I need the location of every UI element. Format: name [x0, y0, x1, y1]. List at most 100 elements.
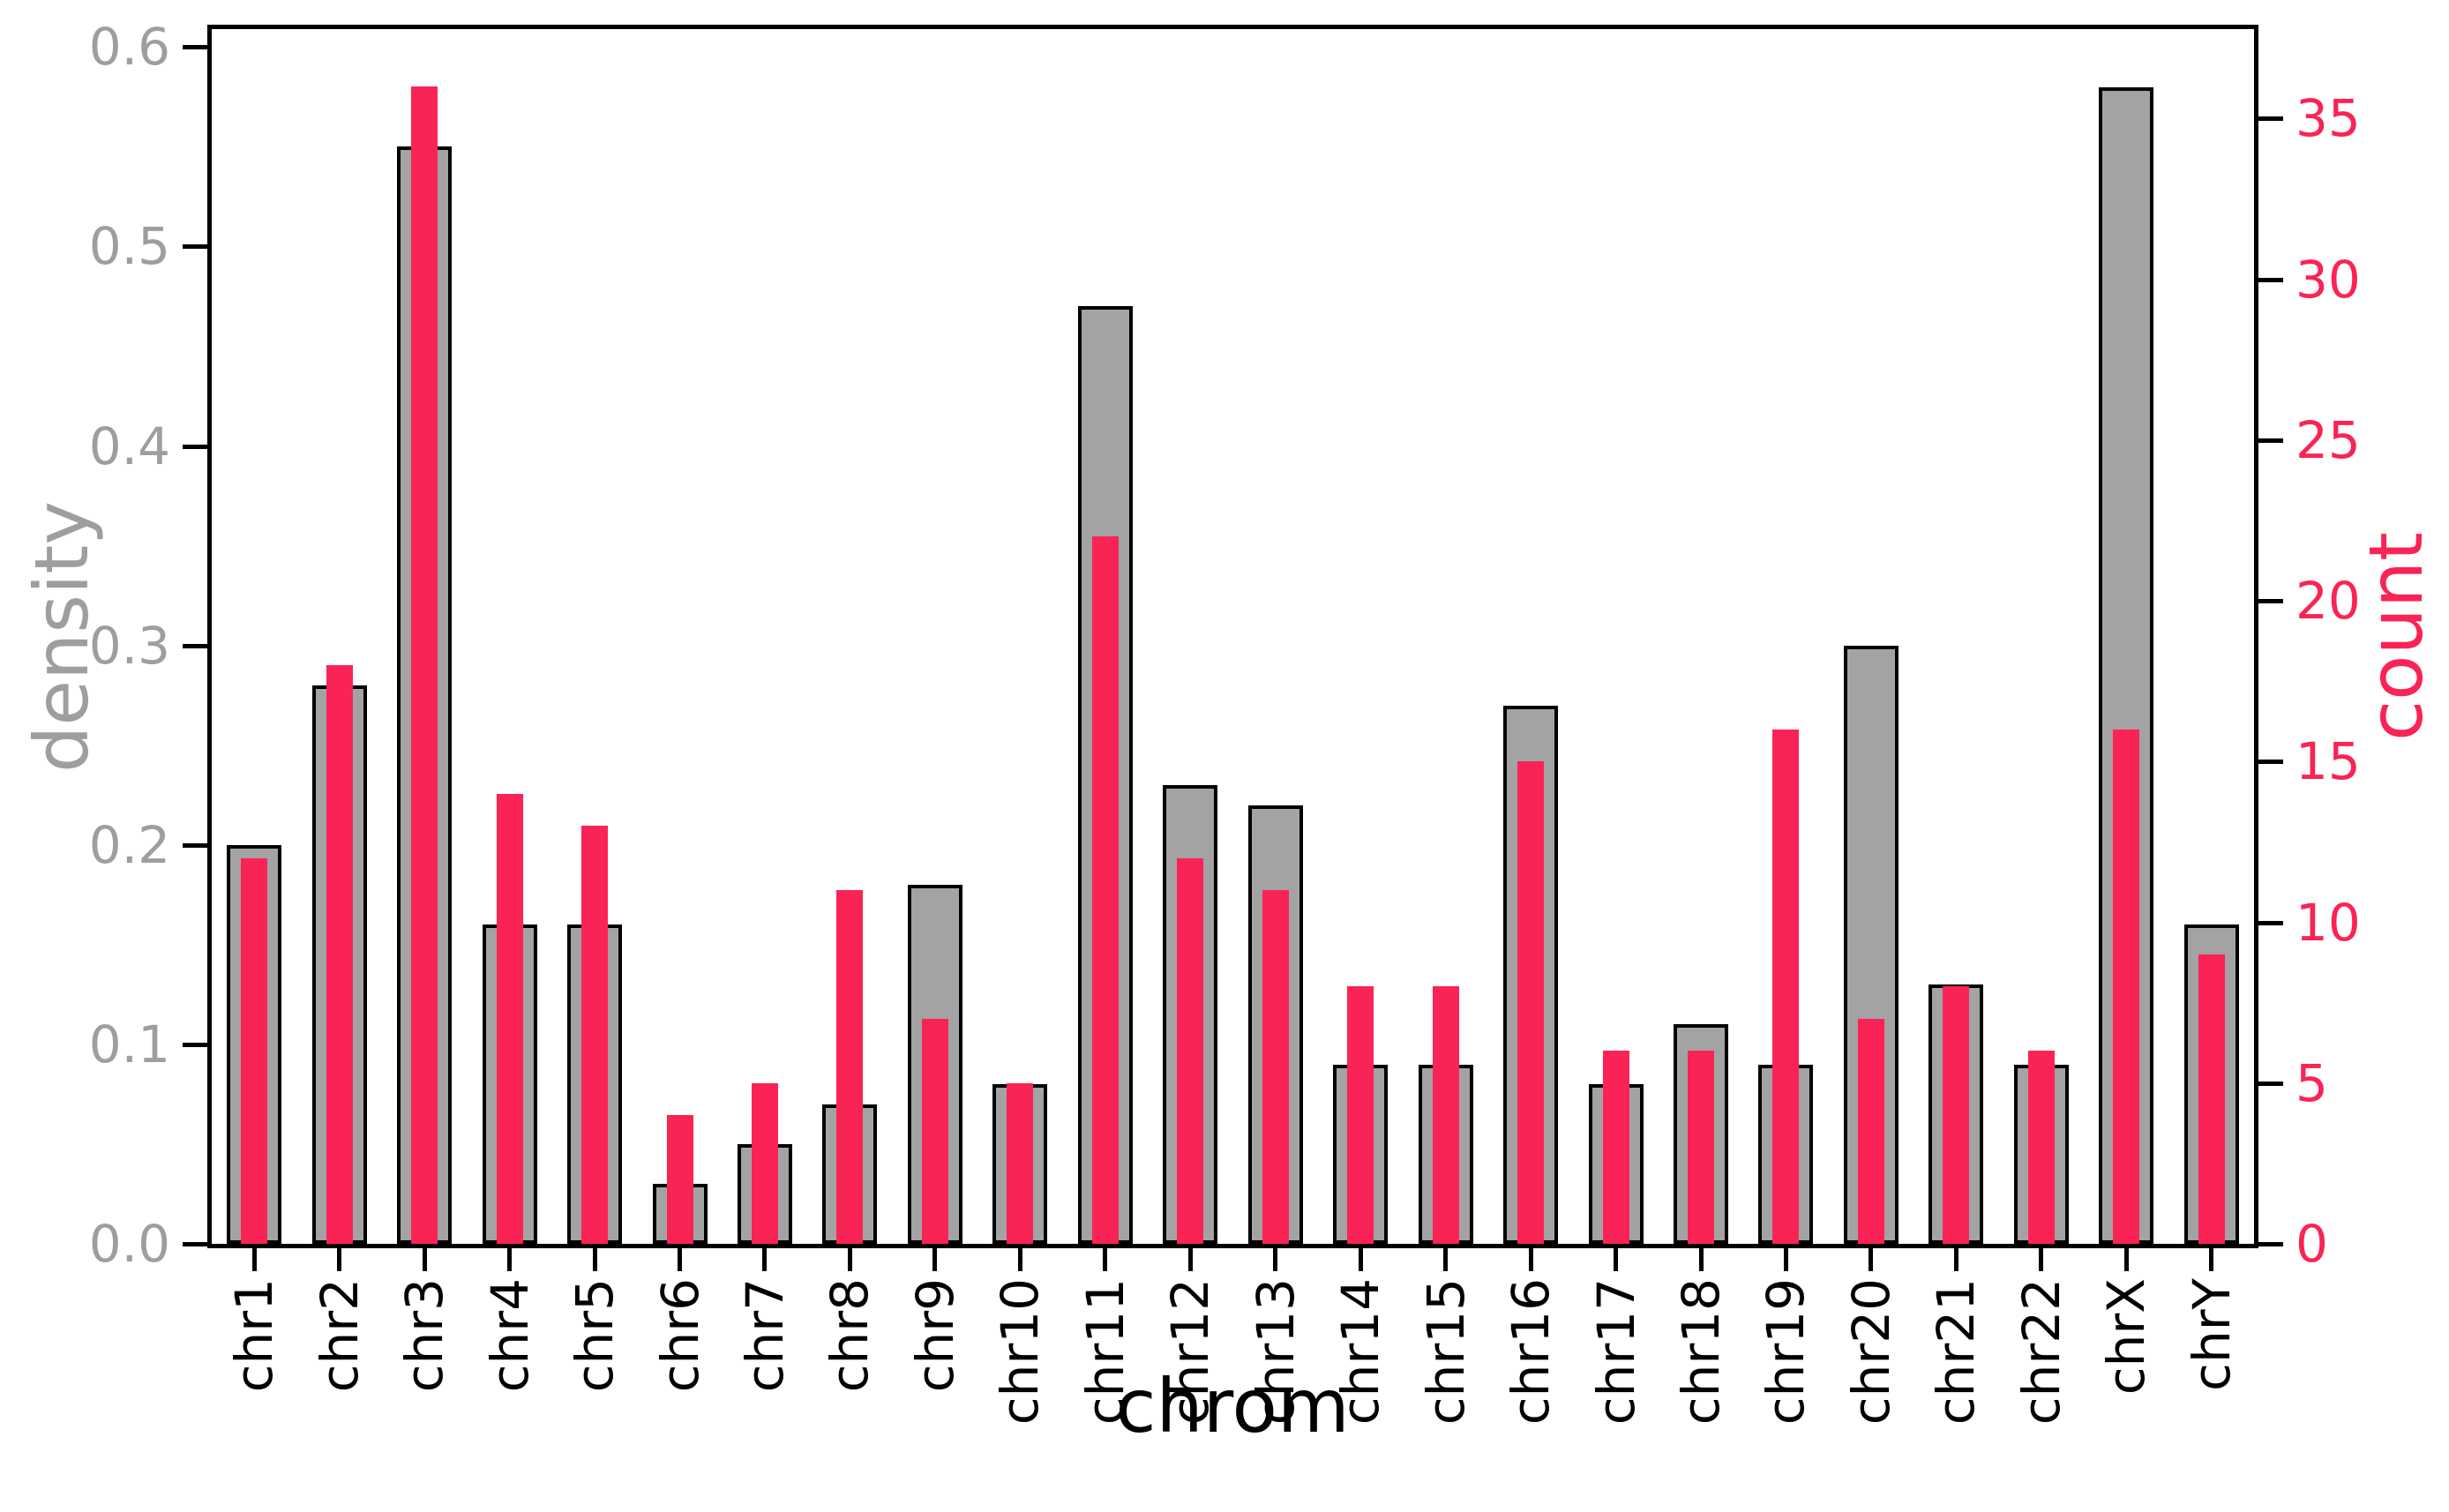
- x-tick-chr5: [593, 1248, 597, 1271]
- right-tick-label-15: 15: [2295, 731, 2361, 791]
- count-bar-chr14: [1347, 986, 1374, 1244]
- left-tick-0.5: [183, 244, 207, 249]
- left-tick-0.4: [183, 445, 207, 449]
- count-bar-chrY: [2198, 954, 2225, 1244]
- x-tick-label-chr8: chr8: [820, 1278, 880, 1393]
- x-tick-label-chr4: chr4: [480, 1278, 540, 1393]
- x-tick-chr10: [1018, 1248, 1022, 1271]
- count-bar-chr12: [1177, 858, 1203, 1244]
- x-tick-label-chr15: chr15: [1416, 1278, 1476, 1426]
- x-tick-label-box: chr7: [734, 1278, 796, 1446]
- x-tick-chr2: [337, 1248, 341, 1271]
- x-tick-chr4: [507, 1248, 512, 1271]
- x-tick-label-box: chr14: [1329, 1278, 1391, 1446]
- count-bar-chr2: [326, 665, 353, 1244]
- x-tick-chr16: [1529, 1248, 1533, 1271]
- x-tick-label-box: chr17: [1585, 1278, 1647, 1446]
- left-tick-0.3: [183, 644, 207, 648]
- x-tick-chr22: [2039, 1248, 2043, 1271]
- x-tick-label-box: chr3: [393, 1278, 455, 1446]
- x-tick-chrY: [2209, 1248, 2213, 1271]
- x-tick-label-box: chr4: [479, 1278, 541, 1446]
- density-bar-chrX: [2099, 87, 2153, 1244]
- count-bar-chr15: [1433, 986, 1459, 1244]
- x-tick-label-box: chrY: [2181, 1278, 2243, 1446]
- x-tick-label-box: chr11: [1075, 1278, 1136, 1446]
- x-tick-label-chr17: chr17: [1586, 1278, 1646, 1426]
- x-tick-label-chr19: chr19: [1756, 1278, 1816, 1426]
- right-tick-label-25: 25: [2295, 410, 2361, 470]
- count-bar-chr1: [241, 858, 267, 1244]
- count-bar-chr16: [1517, 761, 1544, 1244]
- count-bar-chr20: [1858, 1019, 1884, 1244]
- x-tick-label-box: chr18: [1670, 1278, 1732, 1446]
- x-tick-label-box: chr10: [989, 1278, 1051, 1446]
- count-bar-chr11: [1092, 536, 1119, 1244]
- right-tick-label-35: 35: [2295, 88, 2361, 148]
- x-tick-chr6: [678, 1248, 682, 1271]
- left-tick-0.2: [183, 843, 207, 848]
- left-tick-0.0: [183, 1242, 207, 1246]
- right-tick-label-10: 10: [2295, 893, 2361, 953]
- x-tick-label-chr6: chr6: [650, 1278, 710, 1393]
- count-bar-chr13: [1262, 890, 1289, 1244]
- x-tick-label-chr2: chr2: [310, 1278, 370, 1393]
- x-tick-label-box: chr5: [564, 1278, 625, 1446]
- right-tick-0: [2258, 1242, 2283, 1246]
- right-tick-20: [2258, 599, 2283, 603]
- x-tick-label-chr13: chr13: [1246, 1278, 1306, 1426]
- x-tick-label-chr7: chr7: [735, 1278, 795, 1393]
- x-tick-label-chr11: chr11: [1075, 1278, 1135, 1426]
- x-tick-chr11: [1103, 1248, 1107, 1271]
- count-bar-chr6: [667, 1115, 693, 1244]
- x-tick-label-chrX: chrX: [2096, 1278, 2156, 1396]
- left-tick-label-0.6: 0.6: [88, 17, 170, 77]
- x-tick-chr3: [423, 1248, 427, 1271]
- x-tick-label-chr1: chr1: [224, 1278, 284, 1393]
- right-tick-label-5: 5: [2295, 1053, 2328, 1113]
- x-tick-label-box: chrX: [2095, 1278, 2157, 1446]
- x-tick-chr8: [848, 1248, 852, 1271]
- x-tick-label-box: chr22: [2011, 1278, 2072, 1446]
- left-tick-0.1: [183, 1043, 207, 1047]
- left-tick-0.6: [183, 45, 207, 49]
- left-tick-label-0.3: 0.3: [88, 616, 170, 676]
- x-tick-label-box: chr8: [819, 1278, 880, 1446]
- x-tick-label-chr12: chr12: [1160, 1278, 1220, 1426]
- right-tick-30: [2258, 278, 2283, 282]
- x-tick-chr1: [252, 1248, 257, 1271]
- x-tick-chrX: [2124, 1248, 2129, 1271]
- x-tick-chr15: [1443, 1248, 1448, 1271]
- left-tick-label-0.1: 0.1: [88, 1014, 170, 1074]
- right-tick-25: [2258, 438, 2283, 443]
- count-bar-chr18: [1688, 1051, 1714, 1244]
- x-tick-label-box: chr2: [309, 1278, 371, 1446]
- x-tick-chr17: [1614, 1248, 1618, 1271]
- x-tick-label-chr20: chr20: [1841, 1278, 1901, 1426]
- x-tick-label-box: chr16: [1500, 1278, 1562, 1446]
- count-bar-chr9: [922, 1019, 948, 1244]
- x-tick-label-chr3: chr3: [394, 1278, 454, 1393]
- x-tick-label-chr21: chr21: [1926, 1278, 1986, 1426]
- x-tick-label-box: chr13: [1245, 1278, 1307, 1446]
- x-tick-label-chr22: chr22: [2011, 1278, 2071, 1426]
- x-tick-chr13: [1273, 1248, 1277, 1271]
- right-tick-5: [2258, 1082, 2283, 1086]
- left-tick-label-0.4: 0.4: [88, 416, 170, 476]
- x-tick-chr7: [762, 1248, 767, 1271]
- right-tick-label-20: 20: [2295, 571, 2361, 631]
- count-bar-chr22: [2028, 1051, 2055, 1244]
- right-tick-15: [2258, 760, 2283, 764]
- right-axis-title: count: [2353, 532, 2439, 741]
- x-tick-chr12: [1188, 1248, 1193, 1271]
- x-tick-chr9: [932, 1248, 937, 1271]
- x-tick-label-box: chr6: [649, 1278, 711, 1446]
- left-tick-label-0.0: 0.0: [88, 1214, 170, 1274]
- x-tick-label-box: chr9: [904, 1278, 966, 1446]
- x-tick-label-box: chr12: [1159, 1278, 1221, 1446]
- x-axis-title: chrom: [1115, 1363, 1350, 1449]
- count-bar-chr17: [1603, 1051, 1629, 1244]
- x-tick-label-chr5: chr5: [565, 1278, 625, 1393]
- x-tick-label-box: chr1: [223, 1278, 285, 1446]
